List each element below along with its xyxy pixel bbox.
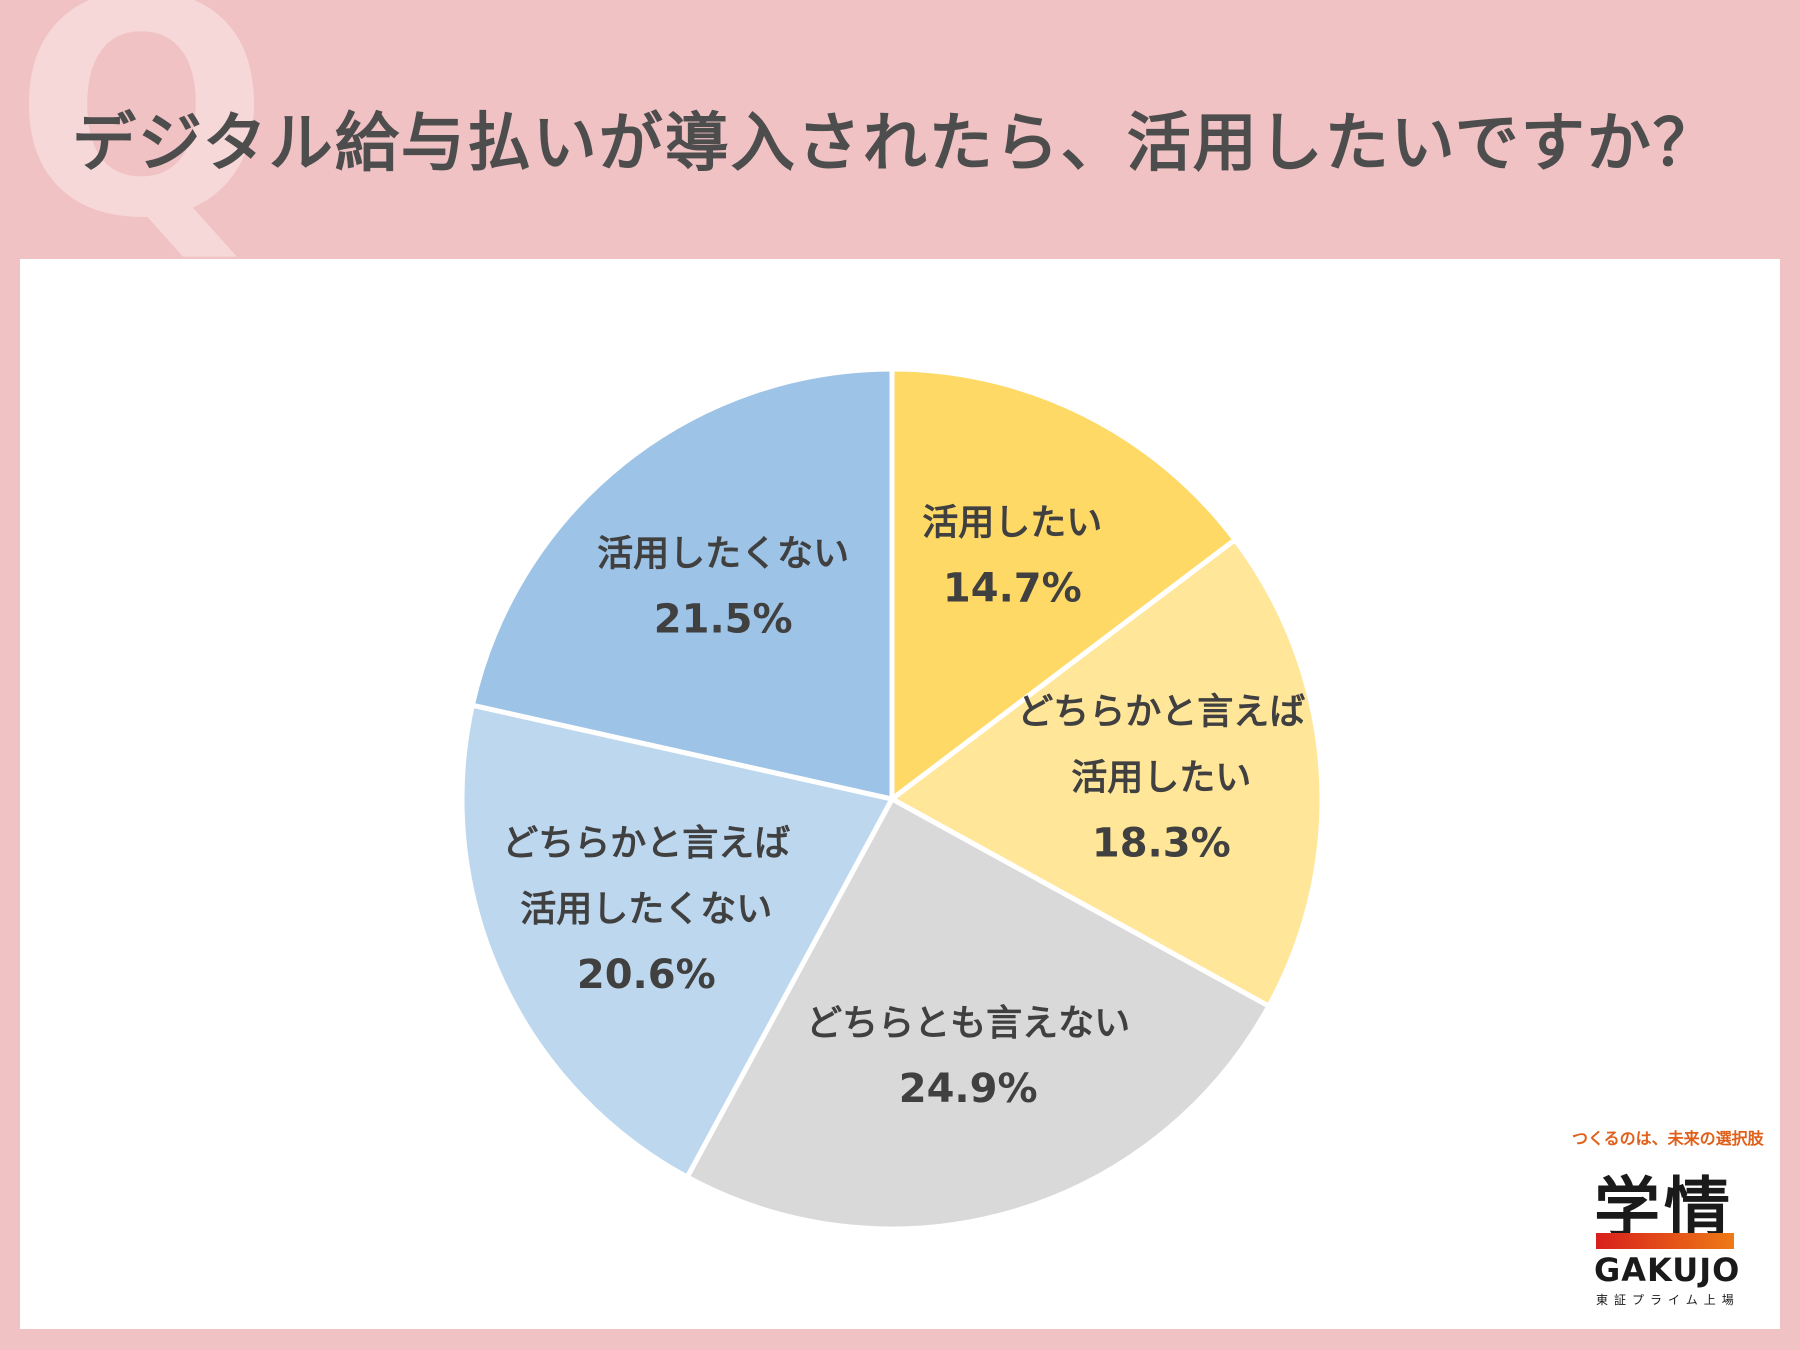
slice-value-label-2: 18.3%: [1092, 821, 1231, 867]
pie-slice-2: [889, 537, 1325, 1009]
pie-chart: 活用したい14.7%どちらかと言えば活用したい18.3%どちらとも言えない24.…: [459, 366, 1325, 1232]
pie-slice-3: [684, 796, 1272, 1232]
chart-title: デジタル給与払いが導入されたら、活用したいですか？: [72, 107, 1719, 181]
pie-slice-5: [469, 366, 895, 802]
logo-subtitle: 東証プライム上場: [1596, 1293, 1740, 1307]
slice-category-label-3: どちらとも言えない: [806, 1003, 1130, 1044]
slice-category-label-4: どちらかと言えば: [502, 823, 790, 864]
logo-gradient-bar: [1596, 1233, 1734, 1249]
q-mark: Q: [14, 0, 270, 284]
slice-category-label-5: 活用したくない: [597, 533, 849, 574]
slice-value-label-5: 21.5%: [654, 596, 793, 642]
slice-category-label-2: どちらかと言えば: [1017, 692, 1305, 733]
logo-tagline: つくるのは、未来の選択肢: [1572, 1129, 1764, 1148]
slice-value-label-1: 14.7%: [943, 565, 1082, 611]
gakujo-logo: つくるのは、未来の選択肢 学情 GAKUJO 東証プライム上場: [1560, 1125, 1770, 1310]
pie-slice-1: [889, 366, 1238, 802]
slice-category-label-4: 活用したくない: [520, 889, 772, 930]
pie-slice-4: [459, 702, 895, 1180]
slice-category-label-2: 活用したい: [1071, 758, 1251, 799]
slice-value-label-4: 20.6%: [577, 952, 716, 998]
logo-name: GAKUJO: [1594, 1251, 1741, 1289]
chart-panel: 活用したい 14.7% どちらかと言えば 活用したい 18.3% どちらとも言えない 24.…: [20, 259, 1780, 1329]
slice-category-label-1: 活用したい: [922, 502, 1102, 543]
slice-value-label-3: 24.9%: [899, 1066, 1038, 1112]
